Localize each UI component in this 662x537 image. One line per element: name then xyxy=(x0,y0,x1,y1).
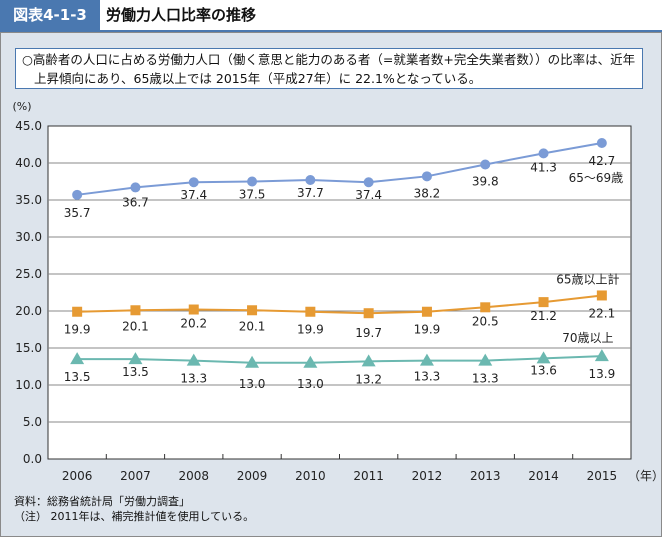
data-label: 19.7 xyxy=(355,326,382,340)
series-line xyxy=(77,355,602,364)
data-point-triangle xyxy=(128,352,143,365)
y-tick-label: 5.0 xyxy=(23,415,42,429)
y-tick-label: 40.0 xyxy=(15,156,42,170)
data-point-triangle xyxy=(361,354,376,367)
data-label: 13.9 xyxy=(588,367,615,381)
data-point-square xyxy=(480,302,491,313)
data-point-circle xyxy=(363,177,374,188)
footnote: （注） 2011年は、補完推計値を使用している。 xyxy=(14,510,255,523)
data-point-triangle xyxy=(478,353,493,366)
x-tick-label: 2007 xyxy=(120,469,151,483)
data-label: 13.3 xyxy=(472,372,499,386)
data-point-circle xyxy=(538,148,549,159)
y-tick-label: 30.0 xyxy=(15,230,42,244)
x-axis-unit-label: （年） xyxy=(628,469,662,483)
x-tick-label: 2014 xyxy=(528,469,559,483)
data-point-circle xyxy=(480,159,491,170)
data-label: 21.2 xyxy=(530,309,557,323)
source-note: 資料：総務省統計局「労働力調査」 xyxy=(14,495,190,508)
x-tick-label: 2008 xyxy=(178,469,209,483)
y-tick-label: 25.0 xyxy=(15,267,42,281)
line-chart: 0.0 5.0 10.0 15.0 20.0 25.0 30.0 35.0 40.0 45.0 (%… xyxy=(12,100,662,483)
data-point-triangle xyxy=(70,352,85,365)
notes: 資料：総務省統計局「労働力調査」 （注） 2011年は、補完推計値を使用している… xyxy=(14,494,254,524)
data-point-circle xyxy=(596,138,607,149)
x-tick-label: 2010 xyxy=(295,469,326,483)
data-label: 13.3 xyxy=(180,372,207,386)
data-point-square xyxy=(538,297,549,308)
summary-line-2: 上昇傾向にあり、65歳以上では 2015年（平成27年）に 22.1%となってい… xyxy=(34,71,482,86)
data-label: 20.1 xyxy=(122,319,149,333)
data-point-square xyxy=(247,305,258,316)
x-tick-label: 2013 xyxy=(470,469,501,483)
data-point-triangle xyxy=(594,349,609,362)
data-label: 38.2 xyxy=(414,186,441,200)
summary-line-1: ○高齢者の人口に占める労働力人口（働く意思と能力のある者（=就業者数+完全失業者… xyxy=(22,52,636,67)
y-tick-label: 20.0 xyxy=(15,304,42,318)
data-label: 36.7 xyxy=(122,195,149,209)
data-label: 13.0 xyxy=(297,377,324,391)
series-name-label: 65～69歳 xyxy=(569,171,624,185)
data-label: 37.7 xyxy=(297,186,324,200)
data-label: 20.2 xyxy=(180,317,207,331)
data-point-triangle xyxy=(245,355,260,368)
series-name-label: 70歳以上 xyxy=(562,331,613,345)
data-label: 19.9 xyxy=(297,323,324,337)
data-point-circle xyxy=(247,176,258,187)
data-point-square xyxy=(596,290,607,301)
y-tick-label: 35.0 xyxy=(15,193,42,207)
data-label: 39.8 xyxy=(472,174,499,188)
y-axis-label: (%) xyxy=(12,100,31,113)
data-point-triangle xyxy=(419,353,434,366)
data-label: 13.6 xyxy=(530,363,557,377)
x-tick-label: 2006 xyxy=(62,469,93,483)
data-point-circle xyxy=(188,177,199,188)
data-point-square xyxy=(188,304,199,315)
summary-box: ○高齢者の人口に占める労働力人口（働く意思と能力のある者（=就業者数+完全失業者… xyxy=(15,48,643,89)
data-label: 37.5 xyxy=(239,188,266,202)
x-tick-label: 2015 xyxy=(587,469,618,483)
figure-label: 図表4-1-3 xyxy=(0,0,100,30)
data-label: 13.0 xyxy=(239,377,266,391)
data-point-square xyxy=(72,306,83,317)
plot-area xyxy=(47,125,632,460)
data-label: 19.9 xyxy=(64,323,91,337)
data-label: 41.3 xyxy=(530,160,557,174)
y-tick-label: 0.0 xyxy=(23,452,42,466)
data-label: 20.1 xyxy=(239,319,266,333)
series-name-label: 65歳以上計 xyxy=(556,271,619,286)
y-tick-label: 10.0 xyxy=(15,378,42,392)
series-line xyxy=(77,142,603,196)
data-label: 13.3 xyxy=(414,370,441,384)
x-tick-label: 2009 xyxy=(237,469,268,483)
y-tick-label: 15.0 xyxy=(15,341,42,355)
data-label: 13.5 xyxy=(64,370,91,384)
x-tick-label: 2011 xyxy=(353,469,384,483)
y-tick-label: 45.0 xyxy=(15,119,42,133)
figure-title: 労働力人口比率の推移 xyxy=(106,6,257,24)
data-label: 13.5 xyxy=(122,365,149,379)
data-label: 37.4 xyxy=(180,188,207,202)
data-point-circle xyxy=(421,171,432,182)
data-point-triangle xyxy=(536,351,551,364)
data-point-circle xyxy=(305,175,316,186)
x-tick-label: 2012 xyxy=(412,469,443,483)
data-label: 22.1 xyxy=(588,306,615,320)
data-point-square xyxy=(305,306,316,317)
data-label: 35.7 xyxy=(64,206,91,220)
data-point-circle xyxy=(72,189,83,200)
title-bar: 図表4-1-3 労働力人口比率の推移 xyxy=(0,0,662,32)
data-label: 37.4 xyxy=(355,188,382,202)
data-point-circle xyxy=(130,182,141,193)
data-point-triangle xyxy=(186,353,201,366)
data-label: 19.9 xyxy=(414,323,441,337)
data-point-square xyxy=(130,305,141,316)
series-line xyxy=(77,294,602,315)
data-point-square xyxy=(363,308,374,319)
data-label: 13.2 xyxy=(355,372,382,386)
data-point-square xyxy=(421,306,432,317)
data-point-triangle xyxy=(303,355,318,368)
data-label: 42.7 xyxy=(588,154,615,168)
data-label: 20.5 xyxy=(472,314,499,328)
